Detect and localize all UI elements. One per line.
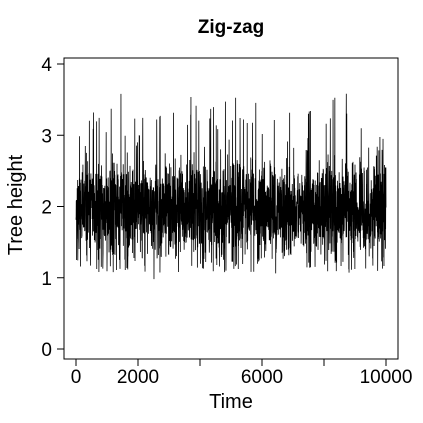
x-tick-label: 6000 [241, 367, 283, 388]
y-tick-label: 3 [41, 126, 52, 147]
y-axis-label: Tree height [5, 154, 27, 255]
y-tick-label: 1 [41, 269, 52, 290]
y-axis: 0 1 2 3 4 [41, 55, 64, 361]
series-trace-line [75, 93, 387, 280]
x-axis: 0 2000 6000 10000 [71, 359, 413, 388]
chart-title: Zig-zag [198, 17, 265, 38]
x-tick-label: 2000 [117, 367, 159, 388]
y-tick-label: 0 [41, 340, 52, 361]
y-tick-label: 4 [41, 55, 52, 76]
plot-frame [63, 57, 399, 360]
y-tick-label: 2 [41, 198, 52, 219]
x-tick-label: 10000 [360, 367, 413, 388]
x-axis-label: Time [209, 391, 253, 413]
trace-layer [75, 93, 387, 280]
x-tick-label: 0 [71, 367, 82, 388]
